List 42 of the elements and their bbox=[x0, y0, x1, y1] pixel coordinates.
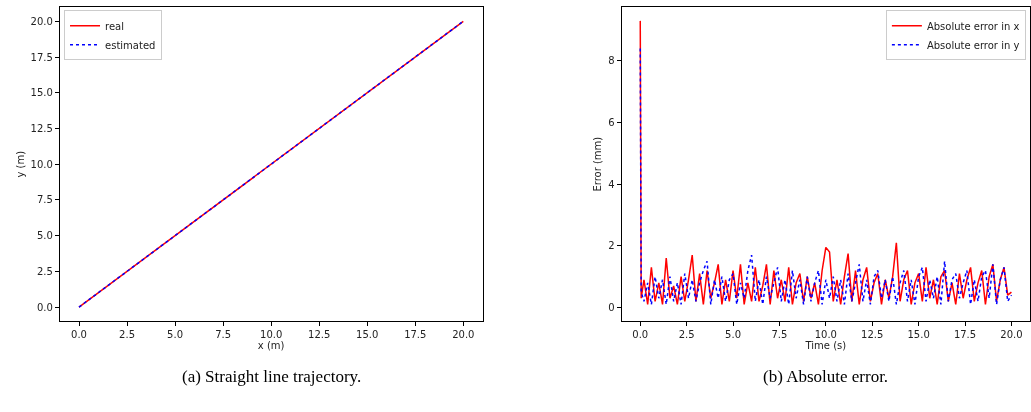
x-tick-label: 15.0 bbox=[356, 329, 379, 341]
legend-label: Absolute error in y bbox=[926, 39, 1020, 51]
x-axis-title: Time (s) bbox=[804, 340, 847, 352]
y-tick-label: 2 bbox=[608, 240, 615, 252]
y-tick-label: 15.0 bbox=[30, 87, 53, 99]
x-tick-label: 7.5 bbox=[215, 329, 232, 341]
y-tick-label: 6 bbox=[608, 117, 615, 129]
x-axis-title: x (m) bbox=[257, 340, 285, 352]
y-axis-title: y (m) bbox=[14, 150, 26, 178]
x-tick-label: 2.5 bbox=[119, 329, 135, 341]
x-tick-label: 7.5 bbox=[771, 329, 788, 341]
y-tick-label: 17.5 bbox=[30, 51, 53, 63]
legend-label: estimated bbox=[105, 39, 156, 51]
y-tick-label: 8 bbox=[608, 55, 615, 67]
y-tick-label: 10.0 bbox=[30, 158, 53, 170]
y-tick-label: 20.0 bbox=[30, 15, 53, 27]
text: (b) Absolute error. bbox=[763, 367, 889, 386]
x-tick-label: 20.0 bbox=[452, 329, 475, 341]
y-axis-title: Error (mm) bbox=[592, 136, 604, 192]
legend-label: real bbox=[105, 20, 124, 32]
x-tick-label: 5.0 bbox=[167, 329, 184, 341]
y-tick-label: 5.0 bbox=[36, 230, 53, 242]
y-tick-label: 0 bbox=[608, 301, 615, 313]
x-tick-label: 5.0 bbox=[725, 329, 741, 341]
x-tick-label: 10.0 bbox=[814, 329, 837, 341]
x-tick-label: 15.0 bbox=[907, 329, 930, 341]
y-tick-label: 0.0 bbox=[36, 301, 53, 313]
x-tick-label: 17.5 bbox=[404, 329, 427, 341]
x-tick-label: 0.0 bbox=[632, 329, 649, 341]
y-tick-label: 7.5 bbox=[36, 194, 53, 206]
text: (a) Straight line trajectory. bbox=[182, 367, 362, 386]
x-tick-label: 12.5 bbox=[861, 329, 884, 341]
x-tick-label: 2.5 bbox=[678, 329, 695, 341]
y-tick-label: 2.5 bbox=[36, 265, 53, 277]
x-tick-label: 20.0 bbox=[1000, 329, 1023, 341]
x-tick-label: 0.0 bbox=[71, 329, 87, 341]
y-tick-label: 12.5 bbox=[30, 122, 53, 134]
legend-label: Absolute error in x bbox=[926, 20, 1020, 32]
x-tick-label: 10.0 bbox=[260, 329, 283, 341]
x-tick-label: 12.5 bbox=[308, 329, 331, 341]
x-tick-label: 17.5 bbox=[953, 329, 977, 341]
y-tick-label: 4 bbox=[608, 178, 615, 190]
